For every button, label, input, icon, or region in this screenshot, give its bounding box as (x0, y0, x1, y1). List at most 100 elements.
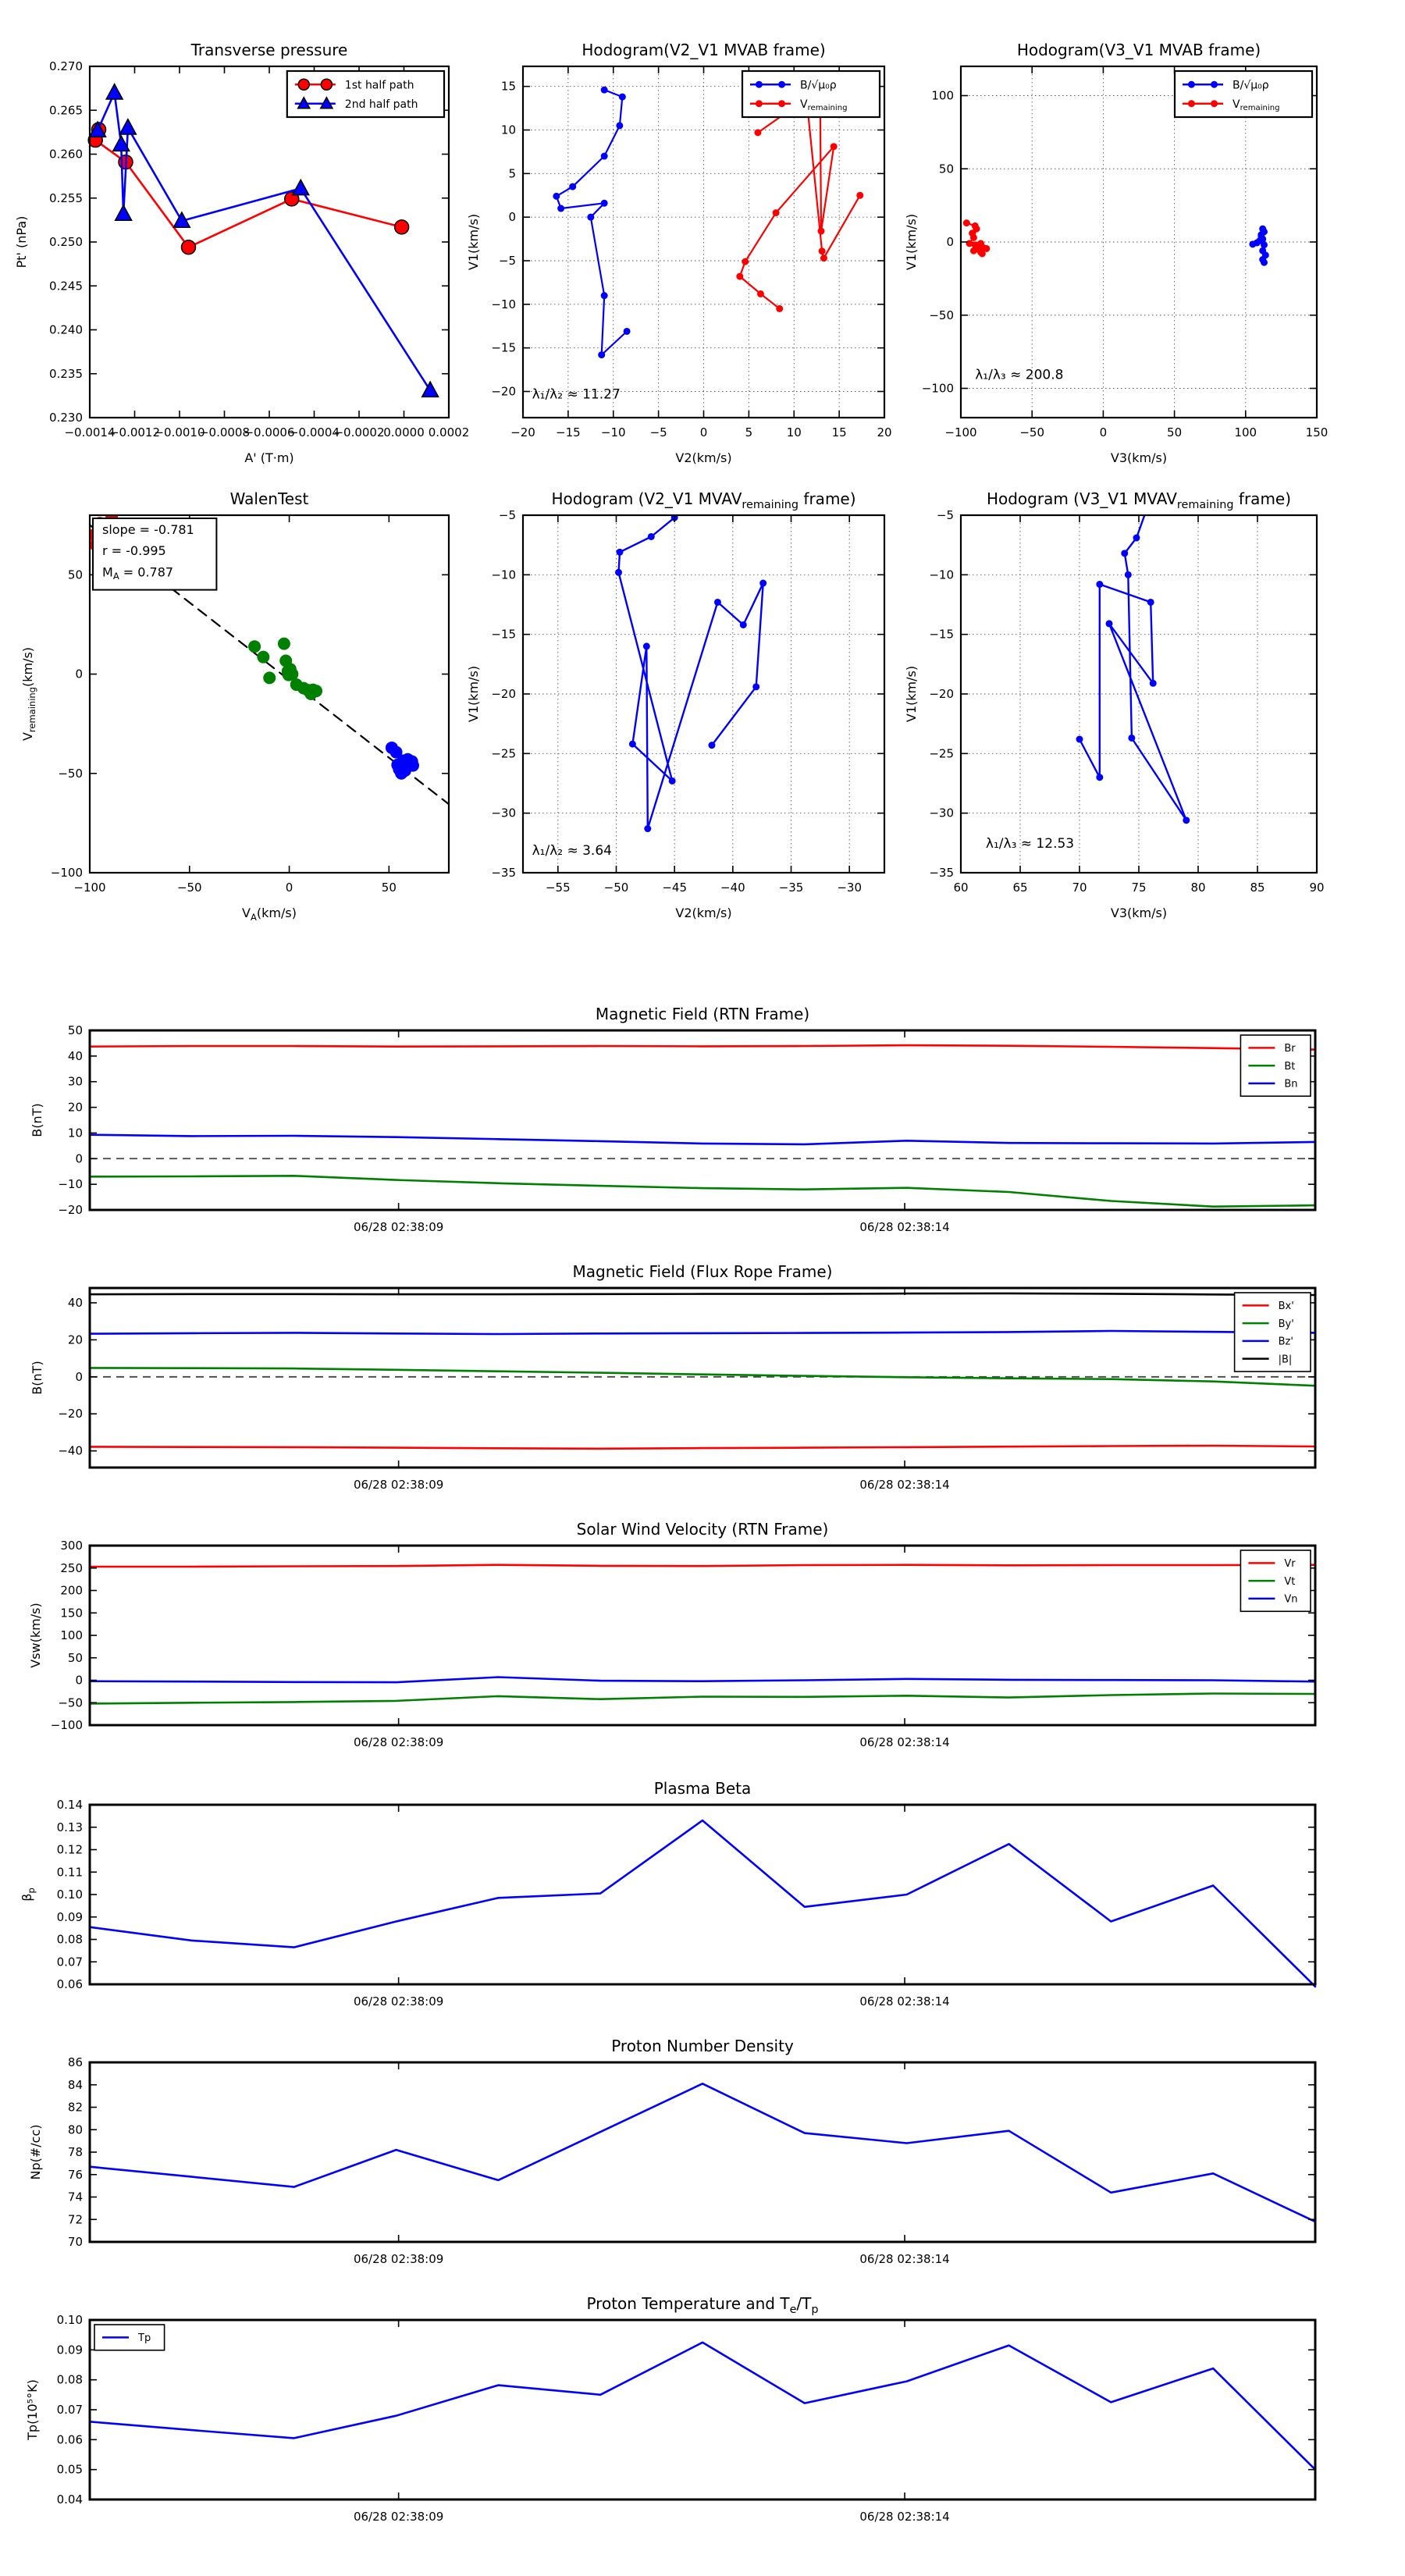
svg-text:WalenTest: WalenTest (230, 489, 309, 508)
svg-text:−20: −20 (929, 687, 954, 701)
svg-text:5: 5 (508, 166, 516, 180)
svg-text:−10: −10 (601, 425, 626, 439)
hodogram-v2v1-mvab: −20 −15 −10 −5 0 5 10 15 20 15 10 5 0 −5 −10 −15 −20 Hodo… (466, 41, 892, 465)
svg-text:−25: −25 (929, 746, 954, 760)
svg-text:0.09: 0.09 (57, 1910, 83, 1924)
svg-text:0.06: 0.06 (57, 1977, 83, 1991)
svg-text:0: 0 (75, 1151, 83, 1165)
svg-text:r = -0.995: r = -0.995 (102, 543, 166, 558)
svg-text:−0.0004: −0.0004 (289, 425, 340, 439)
svg-text:0: 0 (700, 425, 708, 439)
svg-text:75: 75 (1131, 881, 1146, 895)
svg-text:−10: −10 (491, 297, 516, 311)
svg-text:λ₁/λ₂ ≈ 11.27: λ₁/λ₂ ≈ 11.27 (532, 386, 621, 402)
svg-text:slope = -0.781: slope = -0.781 (102, 522, 194, 537)
svg-text:0.260: 0.260 (49, 148, 83, 162)
svg-text:0: 0 (286, 881, 293, 895)
svg-text:−50: −50 (604, 881, 629, 895)
svg-text:Bt: Bt (1284, 1061, 1295, 1073)
svg-text:−20: −20 (58, 1203, 83, 1217)
svg-text:−0.0006: −0.0006 (244, 425, 294, 439)
svg-text:150: 150 (60, 1606, 83, 1620)
svg-text:−100: −100 (922, 382, 954, 396)
magnetic-field-flux-rope: 06/28 02:38:09 06/28 02:38:14 40 20 0 −20 −40 M… (30, 1262, 1317, 1492)
svg-text:V3(km/s): V3(km/s) (1111, 906, 1167, 920)
svg-text:V3(km/s): V3(km/s) (1111, 450, 1167, 465)
svg-text:−100: −100 (944, 425, 976, 439)
svg-text:20: 20 (877, 425, 891, 439)
svg-text:Bz': Bz' (1279, 1336, 1293, 1348)
svg-text:Vn: Vn (1284, 1594, 1297, 1606)
svg-text:−0.0012: −0.0012 (109, 425, 160, 439)
svg-text:0.09: 0.09 (57, 2343, 83, 2357)
svg-text:0: 0 (75, 1370, 83, 1384)
svg-text:0: 0 (75, 667, 83, 681)
svg-text:100: 100 (1234, 425, 1257, 439)
svg-text:30: 30 (68, 1075, 83, 1089)
svg-text:−5: −5 (499, 254, 516, 268)
svg-text:Hodogram (V3_V1 MVAVremaining: Hodogram (V3_V1 MVAVremaining frame) (987, 489, 1291, 511)
hodogram-v2v1-mvav: −55 −50 −45 −40 −35 −30 −5 −10 −15 −20 −25 −30 −35 Ho… (466, 489, 886, 920)
svg-text:0.235: 0.235 (49, 367, 83, 381)
svg-text:0: 0 (75, 1674, 83, 1688)
svg-text:Np(#/cc): Np(#/cc) (28, 2125, 43, 2180)
svg-text:−5: −5 (937, 508, 954, 522)
svg-text:−40: −40 (58, 1444, 83, 1458)
svg-text:200: 200 (60, 1584, 83, 1598)
svg-text:0.0002: 0.0002 (429, 425, 470, 439)
svg-text:06/28 02:38:14: 06/28 02:38:14 (859, 2252, 949, 2266)
svg-text:15: 15 (501, 80, 516, 94)
svg-text:80: 80 (1190, 881, 1205, 895)
svg-text:−5: −5 (499, 508, 516, 522)
svg-text:−20: −20 (510, 425, 535, 439)
svg-text:−50: −50 (58, 767, 83, 781)
svg-text:−0.0008: −0.0008 (199, 425, 250, 439)
svg-text:−10: −10 (929, 568, 954, 582)
svg-text:0.07: 0.07 (57, 1955, 83, 1969)
svg-text:0.250: 0.250 (49, 235, 83, 249)
svg-text:0: 0 (946, 235, 954, 249)
svg-text:−30: −30 (491, 806, 516, 820)
svg-text:0.08: 0.08 (57, 2373, 83, 2387)
svg-text:B/√μ₀ρ: B/√μ₀ρ (1232, 79, 1269, 91)
svg-text:15: 15 (832, 425, 847, 439)
svg-text:λ₁/λ₃ ≈ 12.53: λ₁/λ₃ ≈ 12.53 (986, 836, 1074, 852)
svg-text:Hodogram(V2_V1 MVAB frame): Hodogram(V2_V1 MVAB frame) (582, 41, 825, 59)
svg-text:Vsw(km/s): Vsw(km/s) (28, 1603, 43, 1667)
svg-text:−20: −20 (491, 687, 516, 701)
svg-text:0.240: 0.240 (49, 323, 83, 337)
svg-text:40: 40 (68, 1049, 83, 1063)
svg-text:Hodogram (V2_V1 MVAVremaining: Hodogram (V2_V1 MVAVremaining frame) (551, 489, 855, 511)
svg-text:Tp(10⁵°K): Tp(10⁵°K) (25, 2379, 40, 2441)
svg-text:0.245: 0.245 (49, 279, 83, 293)
svg-text:65: 65 (1012, 881, 1027, 895)
svg-text:100: 100 (60, 1628, 83, 1642)
svg-text:06/28 02:38:14: 06/28 02:38:14 (859, 1220, 949, 1234)
svg-text:10: 10 (501, 123, 516, 137)
svg-text:λ₁/λ₂ ≈ 3.64: λ₁/λ₂ ≈ 3.64 (532, 843, 612, 859)
svg-text:−40: −40 (720, 881, 745, 895)
svg-text:06/28 02:38:14: 06/28 02:38:14 (859, 2510, 949, 2524)
svg-text:06/28 02:38:09: 06/28 02:38:09 (354, 1220, 443, 1234)
svg-text:0.06: 0.06 (57, 2432, 83, 2446)
solar-wind-velocity-legend: Vr Vt Vn (1240, 1550, 1311, 1613)
svg-text:50: 50 (382, 881, 397, 895)
svg-text:0.08: 0.08 (57, 1933, 83, 1947)
walen-test: −100 −50 0 50 50 0 −50 −100 WalenTest VA(km/s) Vre… (20, 489, 450, 923)
svg-text:10: 10 (68, 1126, 83, 1140)
svg-text:0.10: 0.10 (57, 2313, 83, 2327)
svg-text:06/28 02:38:14: 06/28 02:38:14 (859, 1735, 949, 1749)
hodogram-v3v1-mvav: 60 65 70 75 80 85 90 −5 −10 −15 −20 −25 −30 −35 Hodogr… (904, 489, 1325, 920)
svg-text:0: 0 (508, 210, 516, 224)
svg-text:Tp: Tp (137, 2332, 151, 2344)
svg-text:−35: −35 (779, 881, 804, 895)
svg-text:50: 50 (68, 568, 83, 582)
proton-temperature: 06/28 02:38:09 06/28 02:38:14 0.10 0.09 0.08… (25, 2294, 1317, 2524)
svg-text:84: 84 (68, 2078, 83, 2092)
svg-text:Bx': Bx' (1279, 1300, 1294, 1312)
svg-text:5: 5 (745, 425, 753, 439)
svg-text:B(nT): B(nT) (30, 1103, 44, 1137)
svg-text:−0.0014: −0.0014 (64, 425, 115, 439)
svg-text:By': By' (1279, 1318, 1294, 1330)
